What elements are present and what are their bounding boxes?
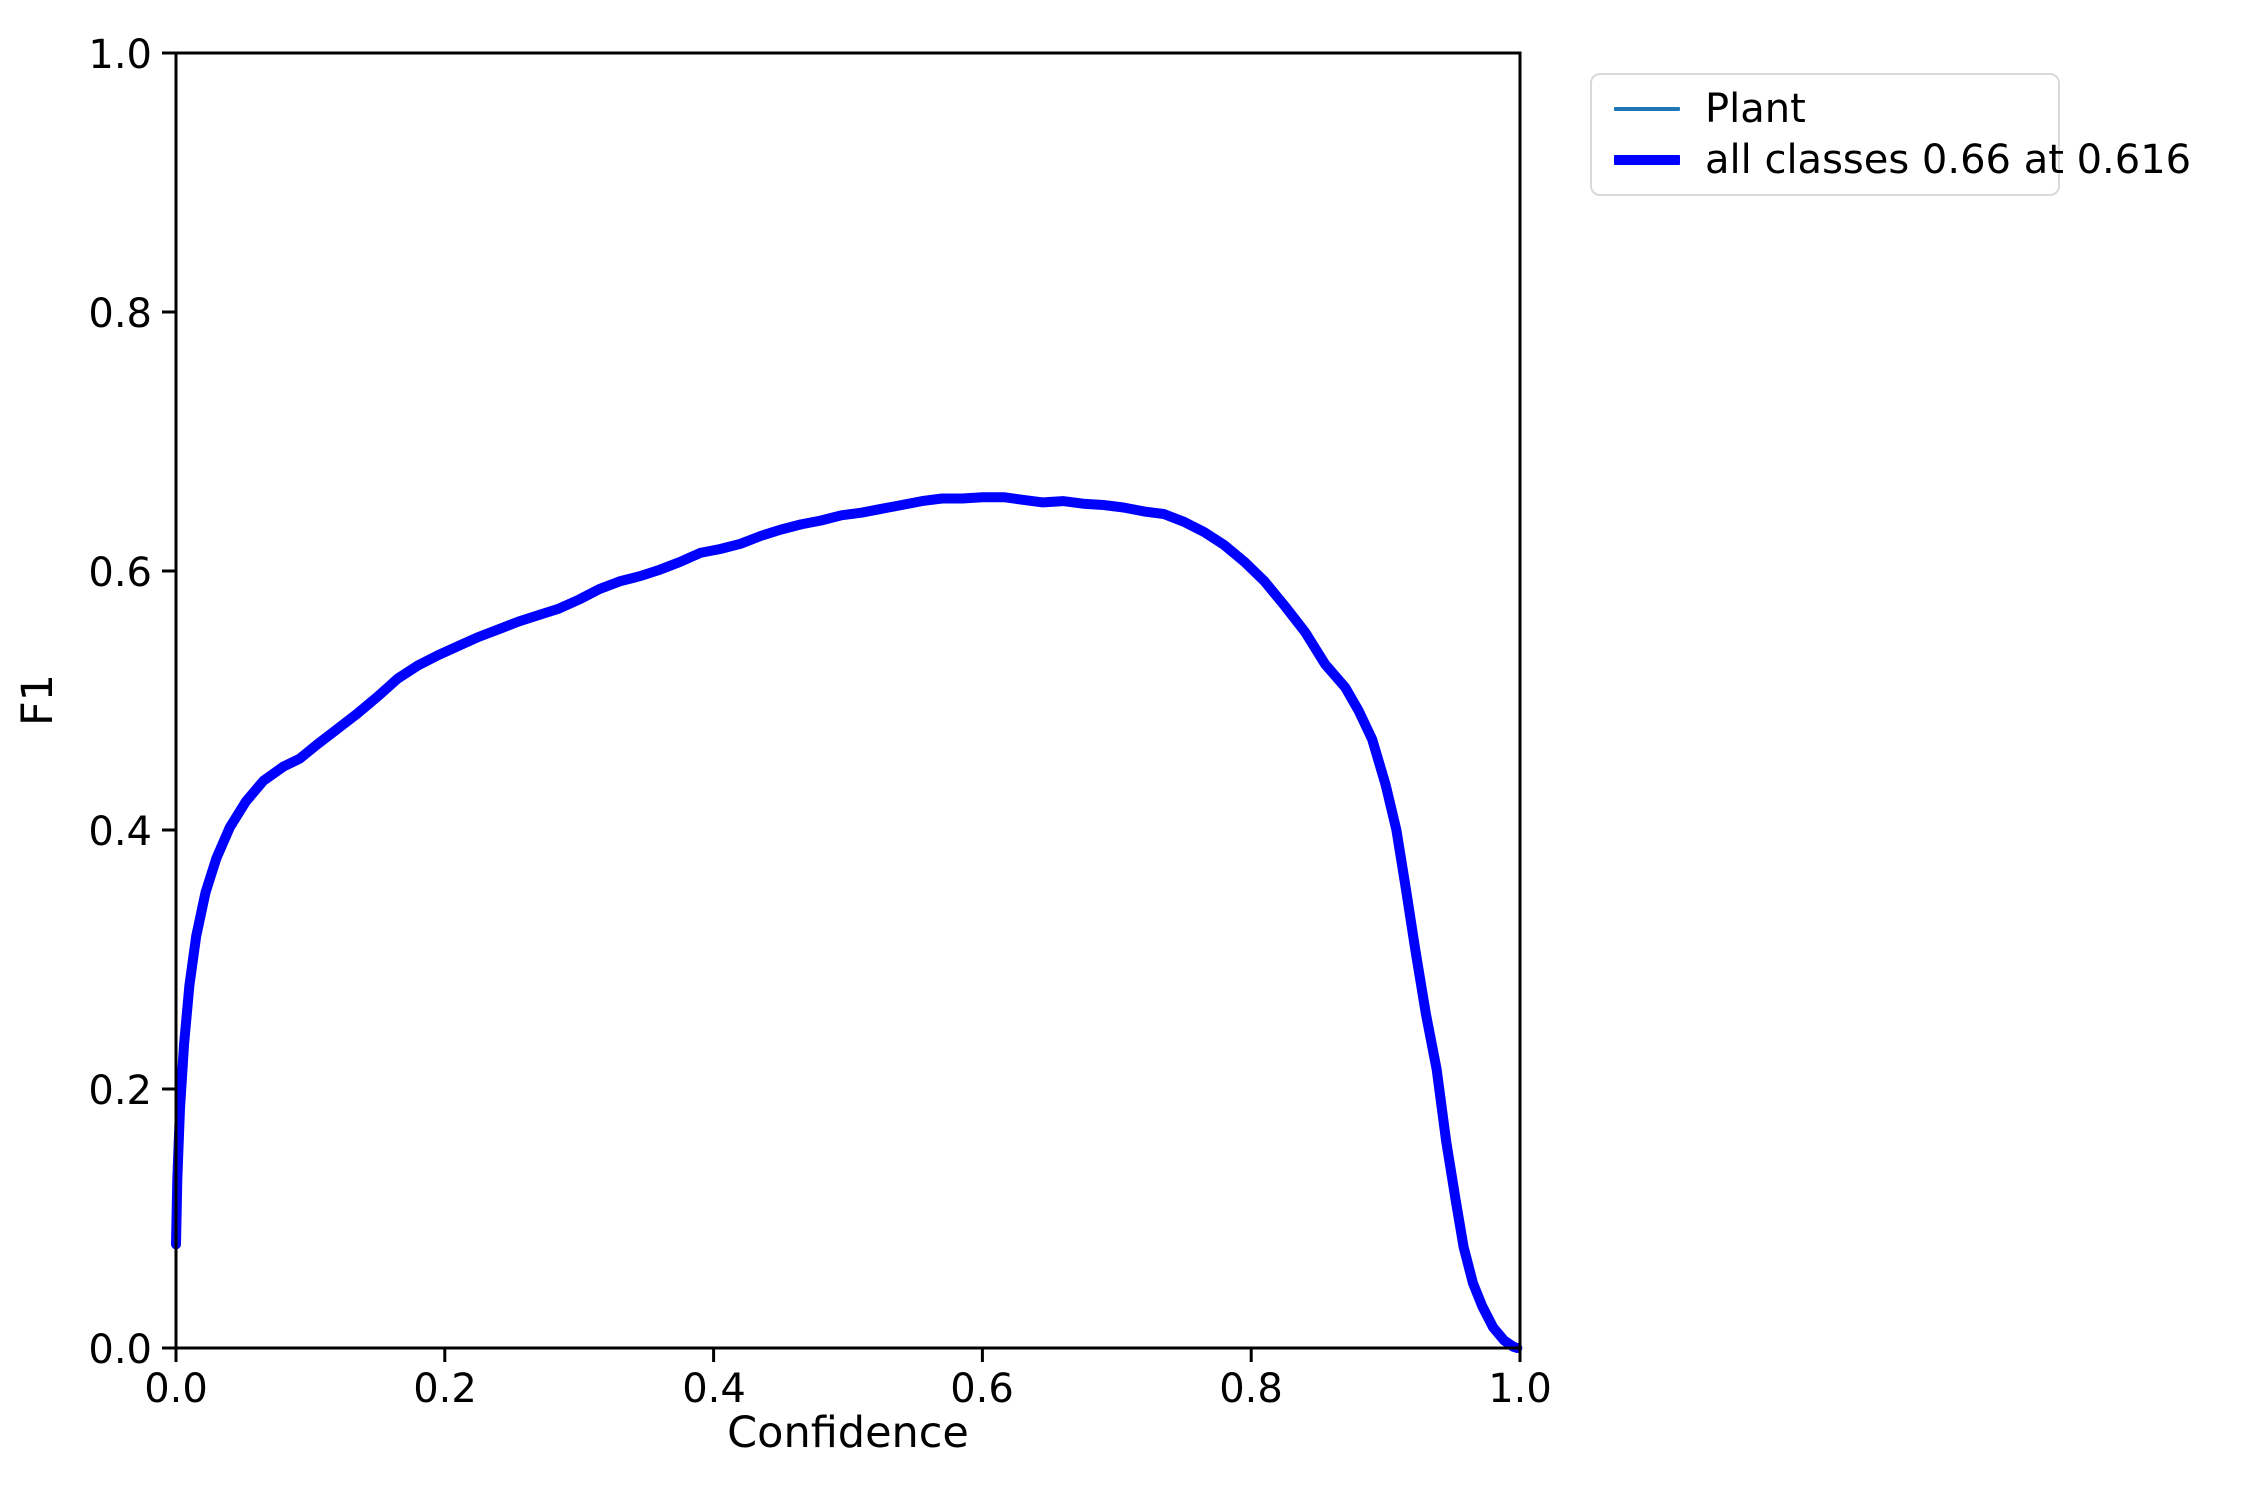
curves-group	[171, 492, 1523, 1353]
legend-label-plant: Plant	[1705, 85, 1806, 132]
all-classes-curve-line	[171, 492, 1523, 1353]
plant-line-swatch	[1614, 107, 1680, 111]
x-tick-label: 1.0	[1488, 1366, 1552, 1412]
x-tick-label: 0.2	[413, 1366, 477, 1412]
legend-entry-plant: Plant	[1614, 85, 2040, 133]
axis-ticks-group	[162, 51, 1522, 1362]
legend-label-all-classes: all classes 0.66 at 0.616	[1705, 137, 2192, 184]
x-tick-label: 0.0	[144, 1366, 208, 1412]
plant-curve-line	[174, 495, 1520, 1350]
x-axis-label: Confidence	[727, 1408, 969, 1458]
y-tick-label: 1.0	[88, 32, 152, 78]
plot-area-border	[174, 51, 1522, 1350]
x-tick-label: 0.8	[1219, 1366, 1283, 1412]
all-classes-line-swatch	[1614, 155, 1680, 166]
x-tick-label: 0.6	[950, 1366, 1014, 1412]
x-tick-label: 0.4	[682, 1366, 746, 1412]
legend-entry-all-classes: all classes 0.66 at 0.616	[1614, 136, 2191, 184]
y-tick-label: 0.4	[88, 809, 152, 855]
y-tick-label: 0.8	[88, 291, 152, 337]
y-tick-label: 0.2	[88, 1068, 152, 1114]
y-tick-label: 0.6	[88, 550, 152, 596]
legend: Plant all classes 0.66 at 0.616	[1590, 73, 2191, 196]
y-tick-label: 0.0	[88, 1327, 152, 1373]
y-axis-label: F1	[13, 674, 63, 726]
